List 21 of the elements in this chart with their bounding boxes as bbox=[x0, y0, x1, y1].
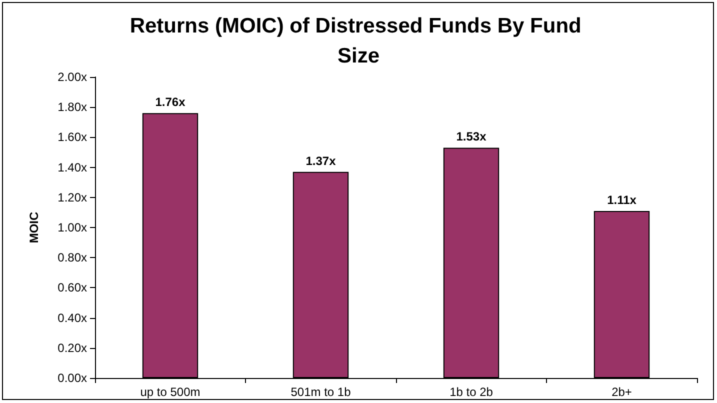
data-label: 1.37x bbox=[306, 154, 336, 168]
chart-title: Returns (MOIC) of Distressed Funds By Fund Size bbox=[130, 14, 588, 68]
y-tick-label: 0.20x bbox=[58, 340, 87, 355]
data-label: 1.11x bbox=[607, 192, 637, 207]
x-tick-label: up to 500m bbox=[140, 385, 200, 399]
y-tick-label: 0.00x bbox=[58, 371, 87, 385]
y-tick-label: 0.40x bbox=[58, 310, 87, 325]
y-tick-label: 1.20x bbox=[58, 190, 87, 204]
x-tick-label: 501m to 1b bbox=[290, 385, 352, 399]
data-label: 1.53x bbox=[456, 130, 487, 144]
y-tick-label: 0.80x bbox=[58, 250, 87, 265]
data-label: 1.76x bbox=[155, 95, 186, 110]
y-axis-title: MOIC bbox=[27, 212, 41, 244]
y-tick-label: 2.00x bbox=[58, 70, 87, 84]
x-tick-label: 1b to 2b bbox=[450, 385, 494, 399]
y-tick-label: 1.00x bbox=[58, 220, 87, 234]
y-tick-label: 1.40x bbox=[58, 160, 87, 174]
y-tick-label: 0.60x bbox=[58, 280, 87, 295]
y-tick-label: 1.80x bbox=[58, 100, 87, 114]
x-tick-label: 2b+ bbox=[612, 385, 632, 399]
y-tick-label: 1.60x bbox=[58, 130, 87, 144]
